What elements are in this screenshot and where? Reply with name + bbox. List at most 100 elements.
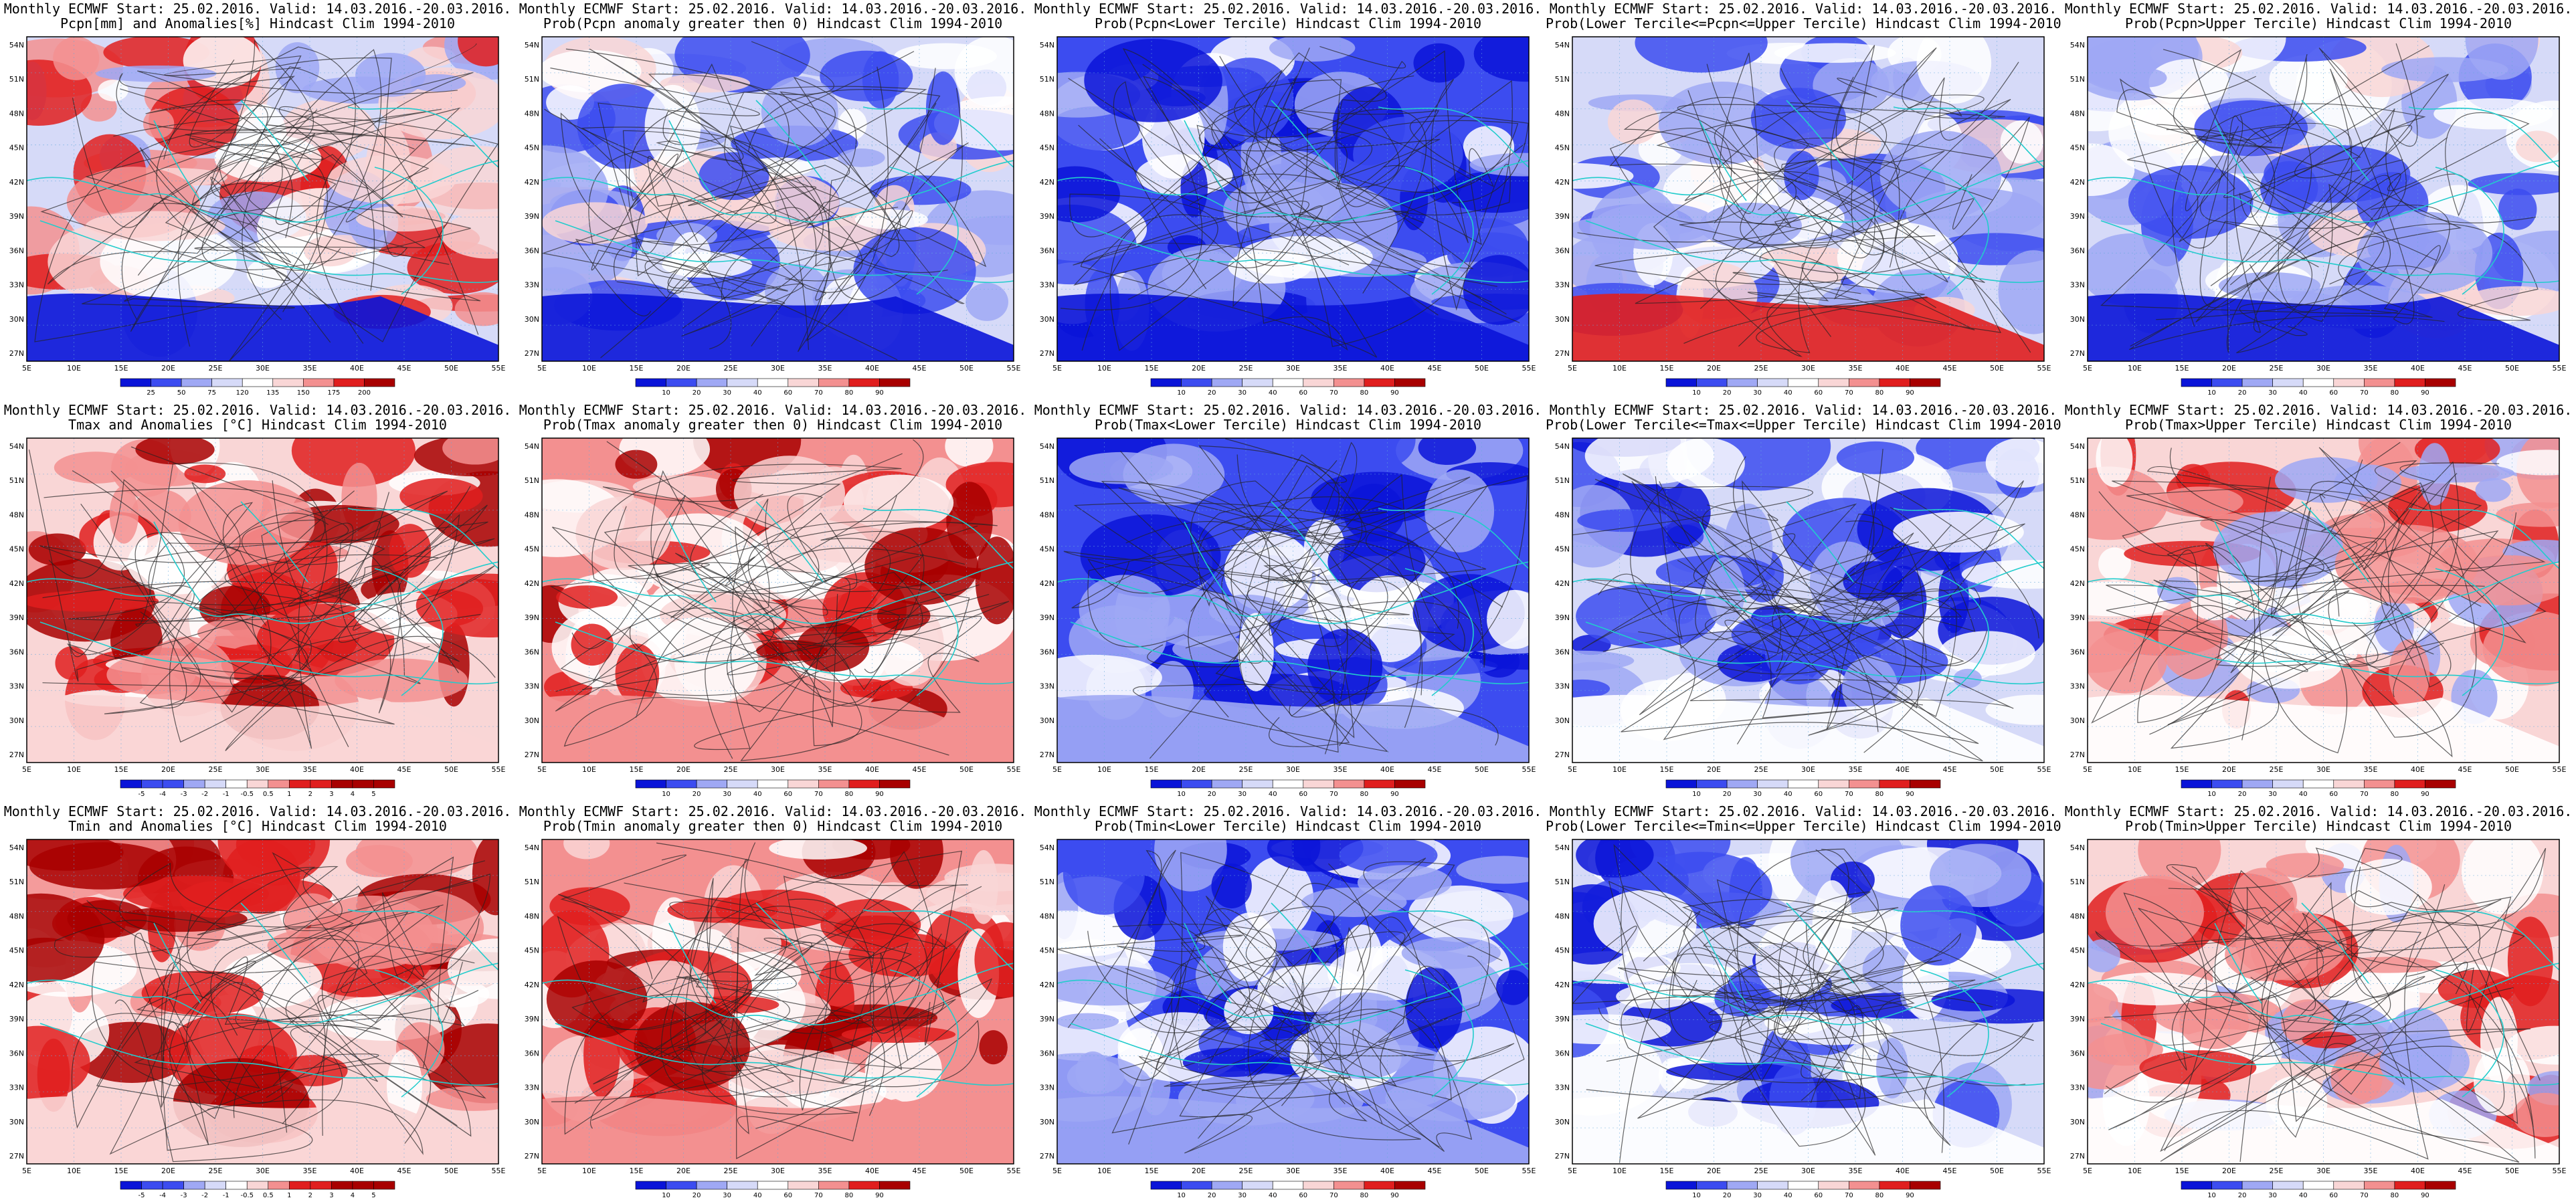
colorbar-tick-label: 10 — [1692, 1192, 1701, 1199]
colorbar-cell — [310, 1181, 332, 1190]
lat-tick-label: 36N — [525, 1049, 539, 1058]
map-frame — [2087, 839, 2560, 1165]
colorbar-cell — [352, 779, 374, 789]
colorbar-cell — [1211, 378, 1243, 387]
lon-tick-label: 10E — [2128, 765, 2142, 774]
colorbar-cell — [1818, 779, 1849, 789]
field-shading — [2088, 438, 2559, 763]
lat-tick-label: 48N — [525, 510, 539, 519]
panel-title: Prob(Lower Tercile<=Tmax<=Upper Tercile)… — [1546, 417, 2061, 433]
coastline — [27, 561, 498, 624]
lat-tick-label: 51N — [525, 75, 539, 84]
colorbar-cell — [848, 1181, 880, 1190]
colorbar-cell — [666, 1181, 697, 1190]
lat-tick-label: 48N — [1555, 912, 1570, 920]
colorbar-cell — [696, 1181, 727, 1190]
colorbar-cell — [181, 378, 212, 387]
lon-tick-label: 40E — [1380, 1167, 1394, 1175]
lon-tick-label: 55E — [2037, 1167, 2051, 1175]
lat-tick-label: 27N — [1040, 750, 1054, 759]
lat-tick-label: 45N — [525, 946, 539, 955]
lat-tick-label: 36N — [525, 246, 539, 255]
map-panel-tmax-prob-middle: Monthly ECMWF Start: 25.02.2016. Valid: … — [1546, 401, 2061, 803]
colorbar-cell — [1272, 1181, 1304, 1190]
colorbar-tick-label: 10 — [1692, 389, 1701, 397]
lat-tick-label: 48N — [1555, 510, 1570, 519]
map-frame — [26, 36, 499, 362]
lat-tick-label: 48N — [1555, 109, 1570, 118]
colorbar-cell — [1303, 378, 1334, 387]
colorbar-cell — [268, 779, 290, 789]
lon-tick-label: 15E — [2175, 765, 2189, 774]
lat-tick-label: 33N — [2070, 1084, 2085, 1092]
colorbar-tick-label: 40 — [753, 389, 762, 397]
coastline — [1786, 902, 1854, 984]
lon-tick-label: 40E — [2411, 1167, 2425, 1175]
colorbar-cell — [272, 378, 304, 387]
colorbar-tick-label: 70 — [2360, 389, 2369, 397]
lon-tick-label: 50E — [959, 364, 974, 373]
colorbar-cell — [818, 378, 850, 387]
lon-tick-label: 5E — [22, 364, 31, 373]
colorbar-cell — [1879, 1181, 1910, 1190]
colorbar-tick-label: 40 — [2299, 389, 2308, 397]
lat-tick-label: 39N — [1040, 212, 1054, 221]
lon-tick-label: 20E — [1707, 364, 1721, 373]
colorbar-cell — [1211, 1181, 1243, 1190]
colorbar-cell — [1150, 779, 1182, 789]
lon-tick-label: 45E — [2458, 364, 2472, 373]
lat-tick-label: 54N — [9, 442, 24, 451]
lat-tick-label: 33N — [2070, 682, 2085, 691]
colorbar-cell — [120, 378, 151, 387]
lon-tick-label: 25E — [1754, 765, 1768, 774]
coastline — [555, 621, 1014, 685]
coastline — [27, 160, 498, 223]
colorbar-cell — [333, 378, 365, 387]
colorbar-tick-label: 50 — [177, 389, 186, 397]
colorbar-tick-label: 70 — [1845, 389, 1853, 397]
coastline — [542, 963, 1014, 1025]
lon-tick-label: 15E — [114, 1167, 128, 1175]
lon-tick-label: 45E — [397, 765, 411, 774]
lon-tick-label: 45E — [1943, 364, 1957, 373]
colorbar-cell — [1150, 378, 1182, 387]
lat-tick-label: 48N — [9, 510, 24, 519]
lat-tick-label: 39N — [525, 212, 539, 221]
lat-tick-label: 33N — [2070, 281, 2085, 290]
colorbar-cell — [2394, 1181, 2425, 1190]
lon-tick-label: 55E — [492, 1167, 506, 1175]
lon-tick-label: 25E — [209, 765, 223, 774]
lat-tick-label: 36N — [525, 647, 539, 656]
coastline — [374, 568, 444, 696]
lat-tick-label: 30N — [9, 1118, 24, 1126]
lon-tick-label: 20E — [676, 765, 691, 774]
lon-tick-label: 50E — [1475, 1167, 1489, 1175]
colorbar-tick-label: -4 — [159, 1192, 166, 1199]
lat-tick-label: 42N — [1555, 579, 1570, 588]
lat-tick-label: 42N — [1555, 178, 1570, 187]
colorbar-tick-label: 80 — [2391, 1192, 2399, 1199]
lat-tick-label: 42N — [9, 579, 24, 588]
lat-tick-label: 36N — [2070, 1049, 2085, 1058]
lat-tick-label: 39N — [525, 613, 539, 622]
colorbar-cell — [1364, 378, 1395, 387]
forecast-map: 54N 51N 48N 45N 42N 39N 36N 33N 30N 27N 5E 10E 15E 20… — [525, 437, 1021, 798]
map-frame — [541, 36, 1014, 362]
lat-tick-label: 54N — [2070, 843, 2085, 852]
lon-tick-label: 35E — [303, 1167, 317, 1175]
lon-tick-label: 55E — [1007, 1167, 1021, 1175]
coastline — [889, 167, 959, 295]
coastline — [1920, 167, 1989, 295]
panel-header: Monthly ECMWF Start: 25.02.2016. Valid: … — [1034, 402, 1542, 418]
panel-title: Prob(Lower Tercile<=Tmin<=Upper Tercile)… — [1546, 818, 2061, 834]
panel-header: Monthly ECMWF Start: 25.02.2016. Valid: … — [519, 803, 1027, 819]
colorbar-tick-label: 30 — [723, 791, 731, 798]
lon-tick-label: 50E — [2505, 1167, 2519, 1175]
colorbar-tick-label: -2 — [201, 1192, 208, 1199]
colorbar-cell — [373, 1181, 395, 1190]
lat-tick-label: 30N — [9, 716, 24, 725]
coastline — [153, 120, 201, 201]
lat-tick-label: 42N — [1040, 579, 1054, 588]
colorbar-cell — [2211, 378, 2243, 387]
colorbar-tick-label: 90 — [875, 1192, 884, 1199]
